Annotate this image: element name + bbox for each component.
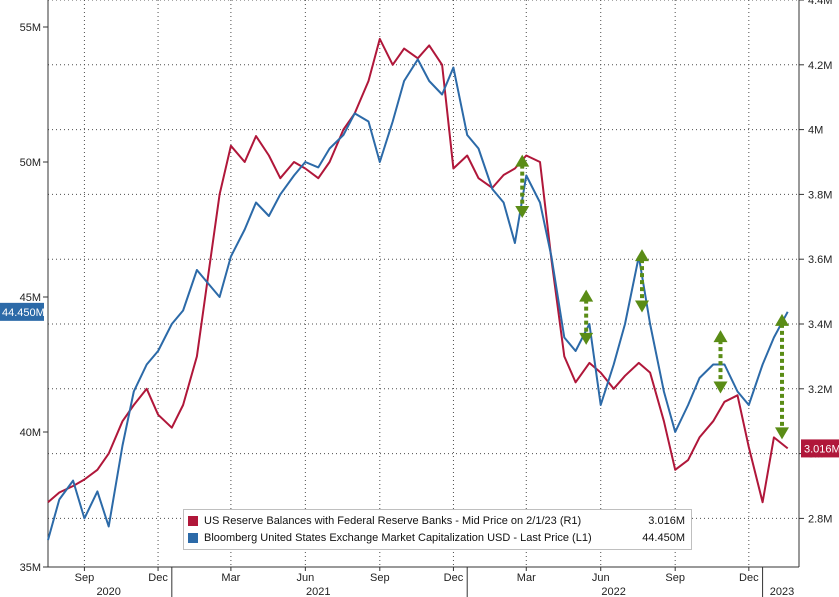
annotation-arrow-head-up <box>515 154 530 167</box>
last-value-labels: 44.450M 3.016M <box>0 302 839 458</box>
last-value-badge-market-cap <box>0 302 44 321</box>
right-axis-tick-label: 4.2M <box>808 60 832 72</box>
x-axis-year-label: 2021 <box>306 586 330 597</box>
legend-swatch-blue <box>188 533 198 543</box>
legend-item-reserve-balances: US Reserve Balances with Federal Reserve… <box>188 513 581 529</box>
x-axis-month-label: Sep <box>75 572 95 584</box>
annotation-arrow-head-up <box>775 313 790 326</box>
series-layer <box>47 37 789 541</box>
annotation-arrow-head-up <box>579 289 594 302</box>
right-axis-tick-label: 3.2M <box>808 384 832 396</box>
annotation-arrow-head-up <box>635 249 650 262</box>
x-axis-year-label: 2023 <box>770 586 794 597</box>
annotation-double-arrow <box>635 249 650 313</box>
legend-value: 3.016M <box>648 515 685 527</box>
x-axis-month-label: Sep <box>370 572 390 584</box>
legend-value: 44.450M <box>642 532 685 544</box>
series-line-market-cap <box>47 58 789 541</box>
annotation-arrow-head-up <box>713 330 728 343</box>
annotation-arrow-head-down <box>515 206 530 218</box>
right-axis-tick-label: 4.4M <box>808 0 832 7</box>
annotation-double-arrow <box>713 330 728 394</box>
series-line-reserve-balances <box>47 37 789 504</box>
x-axis-month-label: Jun <box>592 572 610 584</box>
annotation-double-arrow <box>775 313 790 440</box>
legend-swatch-red <box>188 516 198 526</box>
right-axis-tick-label: 2.8M <box>808 513 832 525</box>
right-axis-tick-label: 3.6M <box>808 254 832 266</box>
annotation-double-arrow <box>579 289 594 345</box>
last-value-badge-reserve-balances <box>801 439 839 458</box>
left-axis: 35M 40M 45M 50M 55M <box>20 0 49 574</box>
legend-label: Bloomberg United States Exchange Market … <box>204 532 592 544</box>
left-axis-tick-label: 50M <box>20 157 41 169</box>
annotation-layer <box>515 154 790 440</box>
left-axis-tick-label: 45M <box>20 292 41 304</box>
x-axis-year-label: 2020 <box>96 586 120 597</box>
x-axis-month-label: Sep <box>665 572 685 584</box>
left-axis-tick-label: 35M <box>20 562 41 574</box>
x-axis-month-label: Dec <box>444 572 464 584</box>
x-axis-month-label: Dec <box>739 572 759 584</box>
legend-item-market-cap: Bloomberg United States Exchange Market … <box>188 530 592 546</box>
annotation-arrow-head-down <box>775 427 790 440</box>
legend: US Reserve Balances with Federal Reserve… <box>183 509 692 550</box>
x-axis-month-label: Mar <box>517 572 536 584</box>
x-axis: Sep Dec Mar Jun Sep Dec Mar Jun Sep Dec 2020 2021 20… <box>48 566 799 597</box>
x-axis-month-label: Dec <box>148 572 168 584</box>
right-axis-tick-label: 3.8M <box>808 189 832 201</box>
annotation-arrow-head-down <box>579 332 594 345</box>
annotation-double-arrow <box>515 154 530 218</box>
right-axis-tick-label: 4M <box>808 125 823 137</box>
grid <box>48 0 799 567</box>
x-axis-month-label: Mar <box>221 572 240 584</box>
annotation-arrow-head-down <box>713 381 728 394</box>
x-axis-month-label: Jun <box>296 572 314 584</box>
left-axis-tick-label: 55M <box>20 22 41 34</box>
last-value-label-reserve-balances: 3.016M <box>804 443 839 455</box>
last-value-label-market-cap: 44.450M <box>2 307 45 319</box>
annotation-arrow-head-down <box>635 300 650 313</box>
right-axis-tick-label: 3.4M <box>808 319 832 331</box>
legend-label: US Reserve Balances with Federal Reserve… <box>204 515 582 527</box>
left-axis-tick-label: 40M <box>20 427 41 439</box>
x-axis-year-label: 2022 <box>601 586 625 597</box>
